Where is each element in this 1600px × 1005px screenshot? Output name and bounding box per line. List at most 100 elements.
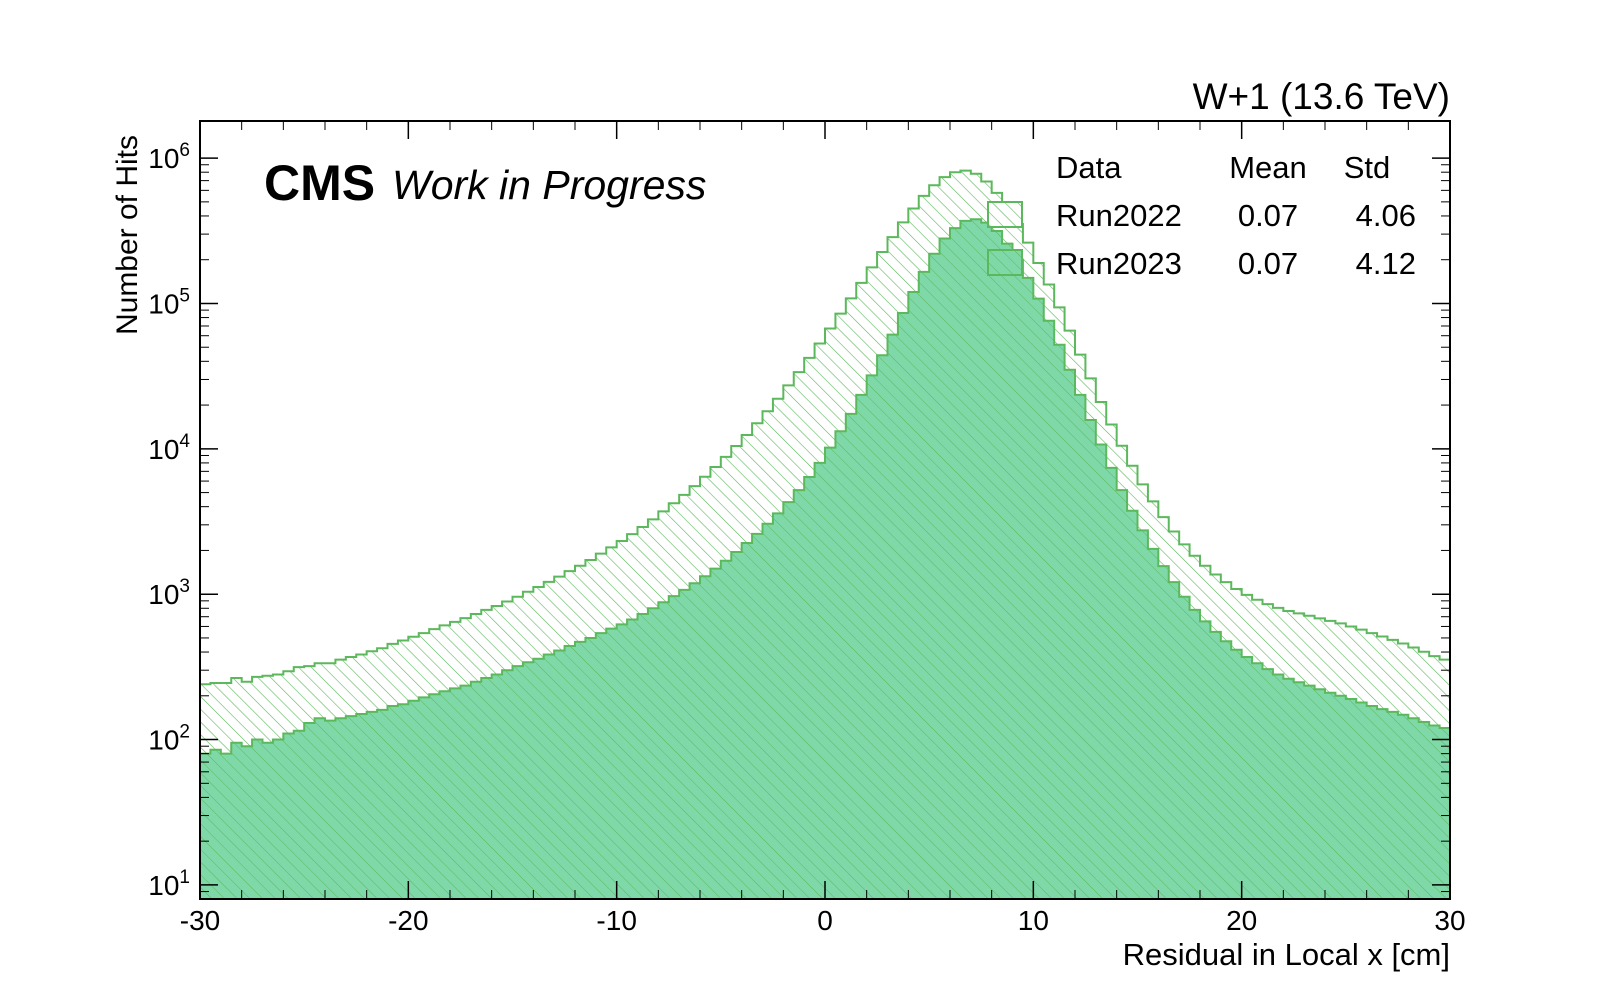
bar-run2023-57: [793, 490, 805, 899]
bar-run2023-101: [1252, 663, 1263, 899]
bar-run2022-82: [1054, 307, 1065, 345]
bar-run2022-98: [1220, 582, 1232, 642]
bar-run2023-3: [231, 742, 243, 899]
bar-run2023-65: [877, 355, 888, 899]
bar-run2023-68: [908, 291, 920, 899]
bar-run2022-47: [689, 486, 701, 584]
bar-run2023-102: [1262, 669, 1274, 899]
bar-run2023-75: [981, 222, 993, 899]
bar-run2023-122: [1471, 738, 1482, 899]
bar-run2023-125: [1502, 746, 1513, 899]
bar-run2022-23: [439, 625, 451, 692]
bar-run2022-43: [647, 519, 659, 609]
bar-run2023-85: [1085, 419, 1097, 899]
y-tick-label: 101: [148, 867, 190, 901]
x-tick-label: 30: [1434, 905, 1465, 936]
bar-run2022-84: [1075, 354, 1086, 395]
bar-run2022-0: [200, 684, 211, 754]
bar-run2023-52: [741, 543, 753, 899]
bar-run2022-118: [1429, 656, 1440, 726]
bar-run2022-85: [1085, 378, 1097, 420]
bar-run2022-45: [668, 503, 680, 597]
bar-run2022-25: [460, 618, 472, 686]
bar-run2022-97: [1210, 574, 1222, 632]
bar-run2023-20: [408, 700, 420, 899]
bar-run2022-95: [1189, 555, 1201, 610]
bar-run2023-94: [1179, 596, 1190, 899]
bar-run2022-55: [772, 398, 784, 514]
bar-run2023-25: [460, 685, 472, 899]
x-tick-label: 20: [1226, 905, 1257, 936]
bar-run2022-33: [543, 581, 555, 655]
bar-run2023-46: [679, 589, 690, 899]
bar-run2023-76: [991, 231, 1003, 899]
bar-run2023-118: [1429, 725, 1440, 899]
bar-run2023-108: [1325, 692, 1336, 899]
bar-run2023-42: [637, 614, 649, 899]
bar-run2023-28: [491, 674, 503, 899]
bar-run2022-27: [481, 609, 493, 679]
bar-run2022-53: [752, 423, 763, 534]
bar-run2022-75: [981, 181, 993, 223]
legend-mean-run2022: 0.07: [1238, 198, 1298, 233]
bar-run2023-14: [345, 716, 357, 899]
bar-run2023-59: [814, 462, 826, 899]
bar-run2022-5: [252, 676, 263, 740]
bar-run2022-52: [741, 435, 753, 543]
bar-run2022-36: [575, 565, 586, 642]
bar-run2023-13: [335, 718, 347, 899]
bar-run2023-111: [1356, 702, 1368, 899]
series-run2023: [200, 218, 1513, 899]
bar-run2023-95: [1189, 609, 1201, 899]
bar-run2023-107: [1314, 689, 1326, 899]
bar-run2022-57: [793, 372, 805, 491]
bar-run2023-74: [970, 219, 982, 899]
bar-run2022-13: [335, 659, 347, 719]
bar-run2022-90: [1137, 484, 1149, 531]
bar-run2022-67: [897, 222, 909, 313]
bar-run2023-38: [595, 633, 607, 899]
bar-run2023-83: [1064, 369, 1076, 899]
legend-mean-run2023: 0.07: [1238, 246, 1298, 281]
bar-run2023-61: [835, 431, 847, 899]
x-tick-label: 10: [1018, 905, 1049, 936]
bar-run2023-26: [470, 681, 482, 899]
legend: Data Mean Std Run2022 0.07 4.06 Run2023 …: [987, 150, 1416, 281]
bar-run2023-99: [1231, 649, 1243, 899]
bar-run2023-34: [554, 650, 565, 899]
bar-run2022-6: [262, 675, 274, 743]
bar-run2022-114: [1387, 639, 1399, 712]
bar-run2023-114: [1387, 711, 1399, 899]
bar-run2022-40: [616, 541, 628, 625]
bar-run2022-92: [1158, 517, 1170, 567]
bar-run2023-89: [1127, 510, 1138, 899]
bar-run2022-17: [377, 648, 388, 710]
bar-run2022-28: [491, 605, 503, 675]
bar-run2023-120: [1450, 732, 1461, 899]
bar-run2022-35: [564, 571, 576, 647]
y-tick-label: 105: [148, 285, 190, 319]
bar-run2022-122: [1471, 672, 1482, 738]
bar-run2023-86: [1095, 444, 1107, 899]
bar-run2022-21: [418, 633, 430, 698]
bar-run2022-29: [502, 601, 513, 671]
bar-run2023-115: [1397, 714, 1409, 899]
bar-run2022-124: [1492, 678, 1503, 743]
bar-run2023-82: [1054, 344, 1065, 899]
bar-run2023-35: [564, 646, 576, 899]
bar-run2022-88: [1116, 445, 1128, 491]
bar-run2023-19: [397, 704, 409, 899]
bar-run2023-87: [1106, 467, 1118, 899]
bar-run2022-31: [522, 591, 534, 663]
bar-run2023-0: [200, 753, 211, 899]
bar-run2022-44: [658, 511, 670, 603]
bar-run2022-15: [356, 654, 368, 714]
bar-run2022-107: [1314, 618, 1326, 690]
bar-run2023-10: [304, 722, 315, 899]
bar-run2022-96: [1200, 565, 1211, 622]
bar-run2022-41: [627, 534, 638, 620]
bar-run2023-67: [897, 312, 909, 899]
bar-run2022-87: [1106, 424, 1118, 468]
bar-run2023-104: [1283, 678, 1295, 899]
bar-run2022-58: [804, 357, 815, 477]
